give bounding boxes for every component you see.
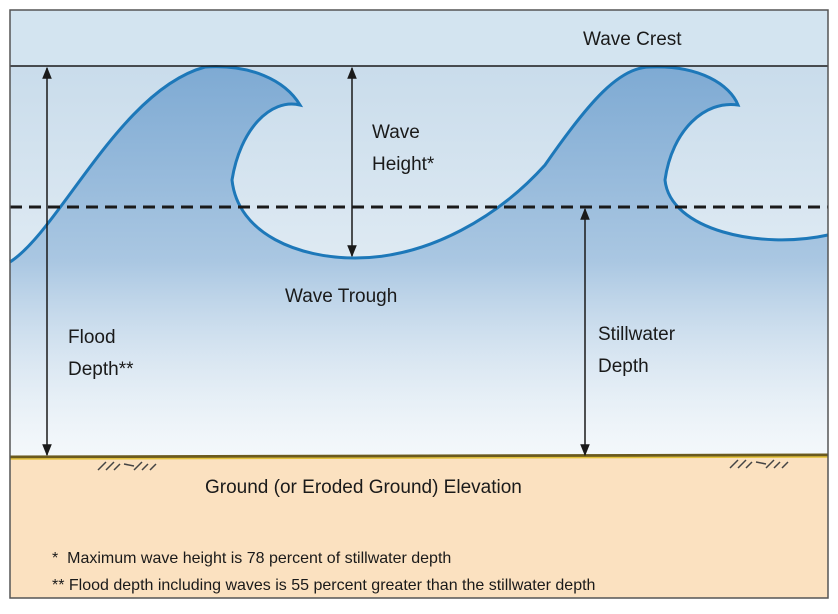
page: Wave Crest Wave Height* Wave Trough Floo… (0, 0, 838, 614)
stillwater-label: Stillwater (598, 324, 676, 345)
wave-height-label: Height* (372, 154, 435, 175)
flood-depth-label: Flood (68, 327, 116, 348)
diagram: Wave Crest Wave Height* Wave Trough Floo… (0, 0, 838, 609)
footnote: ** Flood depth including waves is 55 per… (52, 577, 595, 594)
flood-depth-label: Depth** (68, 359, 134, 380)
stillwater-label: Depth (598, 356, 649, 377)
wave-height-label: Wave (372, 122, 420, 143)
footnote: * Maximum wave height is 78 percent of s… (52, 550, 451, 567)
crest-band (10, 10, 828, 66)
ground-label: Ground (or Eroded Ground) Elevation (205, 477, 522, 498)
wave-trough-label: Wave Trough (285, 286, 397, 307)
wave-crest-label: Wave Crest (583, 29, 682, 50)
